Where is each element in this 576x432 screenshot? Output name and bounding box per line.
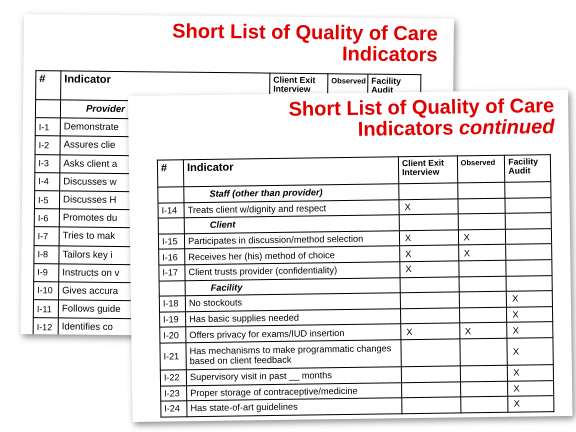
client-exit-mark <box>401 397 461 414</box>
indicator-number: I-14 <box>157 202 185 219</box>
back-title-line2: Indicators <box>341 43 438 67</box>
indicator-number: I-15 <box>158 233 185 250</box>
indicator-number: I-21 <box>159 342 187 371</box>
observed-mark <box>460 380 509 398</box>
indicator-number: I-6 <box>34 208 60 228</box>
client-exit-mark <box>400 307 460 325</box>
facility-audit-mark: X <box>507 364 554 381</box>
indicator-number: I-9 <box>33 263 59 282</box>
section-label: Facility <box>210 282 243 293</box>
empty-cell <box>506 275 553 292</box>
indicator-number: I-7 <box>34 226 60 246</box>
indicator-number: I-23 <box>160 385 187 402</box>
client-exit-mark: X <box>399 245 459 262</box>
client-exit-mark: X <box>398 198 458 215</box>
front-col-facility-audit: Facility Audit <box>504 154 551 183</box>
empty-cell <box>505 181 551 198</box>
front-col-client-exit: Client Exit Interview <box>398 155 458 184</box>
indicator-number: I-12 <box>33 317 59 337</box>
back-title-line1: Short List of Quality of Care <box>172 20 438 46</box>
facility-audit-mark <box>505 228 552 245</box>
facility-audit-mark <box>505 243 552 261</box>
back-col-number: # <box>35 70 61 100</box>
observed-mark: X <box>459 322 508 339</box>
indicator-number: I-20 <box>159 327 186 344</box>
facility-audit-mark: X <box>507 337 554 366</box>
indicator-number: I-3 <box>34 154 61 173</box>
facility-audit-mark: X <box>507 321 553 339</box>
empty-cell <box>505 212 552 230</box>
facility-audit-mark <box>505 197 552 214</box>
indicator-text: Has state-of-art guidelines <box>186 397 402 417</box>
indicator-number: I-19 <box>159 311 186 328</box>
front-col-indicator: Indicator <box>183 156 399 187</box>
indicator-number: I-1 <box>35 117 61 137</box>
section-label: Staff (other than provider) <box>209 187 323 200</box>
facility-audit-mark: X <box>507 380 554 397</box>
indicator-number: I-18 <box>159 295 186 312</box>
observed-mark: X <box>458 229 506 246</box>
front-col-observed: Observed <box>456 155 506 183</box>
indicator-number: I-10 <box>33 281 59 300</box>
empty-cell <box>400 276 459 293</box>
client-exit-mark: X <box>399 229 459 247</box>
indicator-number: I-8 <box>33 245 60 264</box>
facility-audit-mark: X <box>506 306 553 323</box>
empty-cell <box>398 182 458 200</box>
section-label: Client <box>209 219 236 231</box>
empty-cell <box>457 182 506 199</box>
client-exit-mark: X <box>399 260 459 278</box>
indicator-number: I-5 <box>34 190 60 210</box>
facility-audit-mark: X <box>508 395 554 412</box>
observed-mark <box>457 197 506 215</box>
indicator-text: Has mechanisms to make programmatic chan… <box>185 339 402 370</box>
client-exit-mark <box>401 381 461 398</box>
front-slide-title: Short List of Quality of Care Indicators… <box>288 95 555 142</box>
empty-cell <box>458 275 507 293</box>
observed-mark <box>458 291 507 308</box>
front-title-continued: continued <box>458 116 555 140</box>
indicator-number: I-17 <box>158 264 186 281</box>
observed-mark <box>458 260 507 277</box>
back-slide-title: Short List of Quality of Care Indicators <box>172 20 438 67</box>
indicator-number: I-22 <box>160 369 187 386</box>
facility-audit-mark <box>506 259 553 276</box>
empty-cell <box>457 213 506 230</box>
section-label: Provider <box>85 103 125 116</box>
observed-mark <box>459 338 508 366</box>
section-number-cell <box>35 99 61 119</box>
observed-mark <box>460 396 509 413</box>
section-number-cell <box>157 186 185 203</box>
observed-mark: X <box>458 244 507 261</box>
indicator-number: I-13 <box>32 336 59 339</box>
client-exit-mark <box>400 292 460 309</box>
section-number-cell <box>159 280 186 297</box>
observed-mark <box>459 365 508 382</box>
client-exit-mark <box>401 365 461 383</box>
front-col-number: # <box>157 159 184 188</box>
client-exit-mark <box>400 338 460 367</box>
indicator-number: I-4 <box>34 172 60 191</box>
facility-audit-mark: X <box>506 290 553 307</box>
indicator-number: I-2 <box>35 135 61 155</box>
empty-cell <box>399 214 459 231</box>
indicator-number: I-16 <box>158 249 185 266</box>
front-title-line2: Indicators <box>357 117 460 141</box>
observed-mark <box>459 306 508 324</box>
front-indicator-table: # Indicator Client Exit Interview Observ… <box>157 154 555 417</box>
indicator-number: I-11 <box>33 299 59 319</box>
section-number-cell <box>158 217 185 234</box>
indicator-number: I-24 <box>160 400 188 417</box>
front-slide: Short List of Quality of Care Indicators… <box>128 89 573 422</box>
client-exit-mark: X <box>400 323 460 340</box>
